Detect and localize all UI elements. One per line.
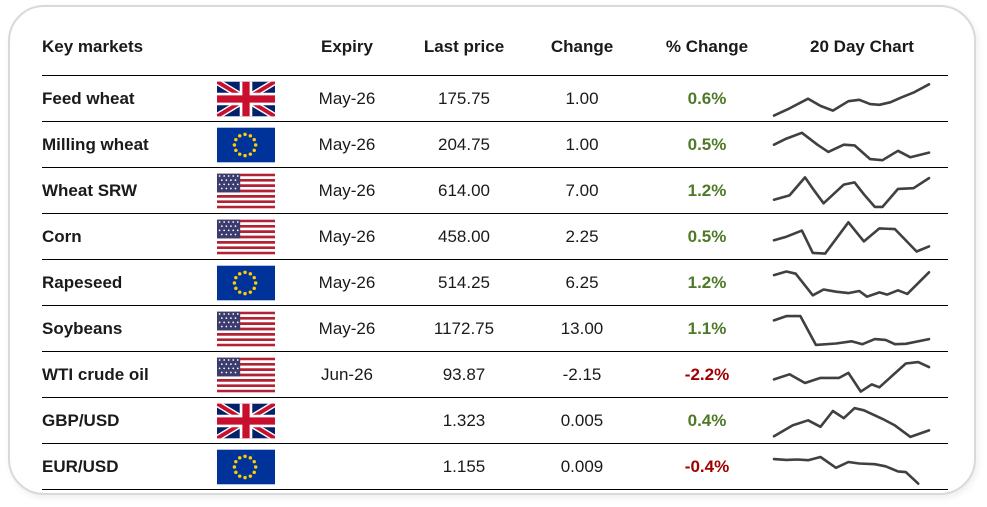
pct-change-value: -2.2% [684,364,730,384]
change-value: 0.005 [560,410,604,430]
table-row: Soybeans May-26 1172.75 13.00 1.1% [42,306,948,352]
table-row: GBP/USD 1.323 0.005 0.4% [42,398,948,444]
last-price-value: 514.25 [438,272,490,292]
column-header-20-day-chart: 20 Day Chart [810,37,914,56]
sparkline-chart [772,352,952,397]
change-value: 13.00 [560,318,604,338]
uk-flag-icon [204,81,288,117]
expiry-value: May-26 [318,318,376,338]
expiry-value: Jun-26 [321,364,373,384]
table-row: Corn May-26 458.00 2.25 0.5% [42,214,948,260]
change-value: 6.25 [565,272,599,292]
pct-change-value: 0.6% [687,88,727,108]
column-header-last-price: Last price [423,37,505,56]
sparkline-chart [772,306,952,351]
market-name: Soybeans [42,318,123,338]
change-value: 2.25 [565,226,599,246]
column-header-expiry: Expiry [321,37,373,56]
expiry-value: May-26 [318,180,376,200]
table-row: Wheat SRW May-26 614.00 7.00 1.2% [42,168,948,214]
market-name: Corn [42,226,82,246]
table-header-row: Key markets Expiry Last price Change % C… [42,19,948,76]
last-price-value: 175.75 [438,88,490,108]
last-price-value: 204.75 [438,134,490,154]
column-header-pct-change: % Change [665,37,749,56]
column-header-change: Change [550,37,614,56]
last-price-value: 1.155 [442,456,486,476]
pct-change-value: -0.4% [684,456,730,476]
pct-change-value: 1.1% [687,318,727,338]
change-value: 1.00 [565,88,599,108]
expiry-value: May-26 [318,226,376,246]
last-price-value: 1172.75 [433,318,495,338]
change-value: -2.15 [562,364,602,384]
table-body: Feed wheat May-26 175.75 1.00 0.6% Milli… [42,76,948,490]
table-row: Rapeseed May-26 514.25 6.25 1.2% [42,260,948,306]
change-value: 1.00 [565,134,599,154]
pct-change-value: 0.5% [687,226,727,246]
market-name: GBP/USD [42,410,120,430]
table-row: WTI crude oil Jun-26 93.87 -2.15 -2.2% [42,352,948,398]
pct-change-value: 1.2% [687,180,727,200]
market-name: Rapeseed [42,272,123,292]
pct-change-value: 0.5% [687,134,727,154]
eu-flag-icon [204,127,288,163]
pct-change-value: 1.2% [687,272,727,292]
market-name: EUR/USD [42,456,119,476]
market-name: Milling wheat [42,134,149,154]
table-row: Milling wheat May-26 204.75 1.00 0.5% [42,122,948,168]
us-flag-icon [204,219,288,255]
sparkline-chart [772,76,952,121]
column-header-key-markets: Key markets [42,37,144,56]
change-value: 7.00 [565,180,599,200]
change-value: 0.009 [560,456,604,476]
us-flag-icon [204,173,288,209]
us-flag-icon [204,357,288,393]
pct-change-value: 0.4% [687,410,727,430]
markets-table-card: Key markets Expiry Last price Change % C… [8,5,976,495]
sparkline-chart [772,122,952,167]
sparkline-chart [772,214,952,259]
expiry-value: May-26 [318,272,376,292]
eu-flag-icon [204,449,288,485]
market-name: WTI crude oil [42,364,149,384]
table-row: EUR/USD 1.155 0.009 -0.4% [42,444,948,490]
table-row: Feed wheat May-26 175.75 1.00 0.6% [42,76,948,122]
eu-flag-icon [204,265,288,301]
sparkline-chart [772,398,952,443]
sparkline-chart [772,444,952,489]
expiry-value: May-26 [318,134,376,154]
us-flag-icon [204,311,288,347]
last-price-value: 614.00 [438,180,490,200]
market-name: Wheat SRW [42,180,138,200]
last-price-value: 458.00 [438,226,490,246]
sparkline-chart [772,260,952,305]
last-price-value: 93.87 [442,364,486,384]
last-price-value: 1.323 [442,410,486,430]
sparkline-chart [772,168,952,213]
market-name: Feed wheat [42,88,135,108]
expiry-value: May-26 [318,88,376,108]
uk-flag-icon [204,403,288,439]
